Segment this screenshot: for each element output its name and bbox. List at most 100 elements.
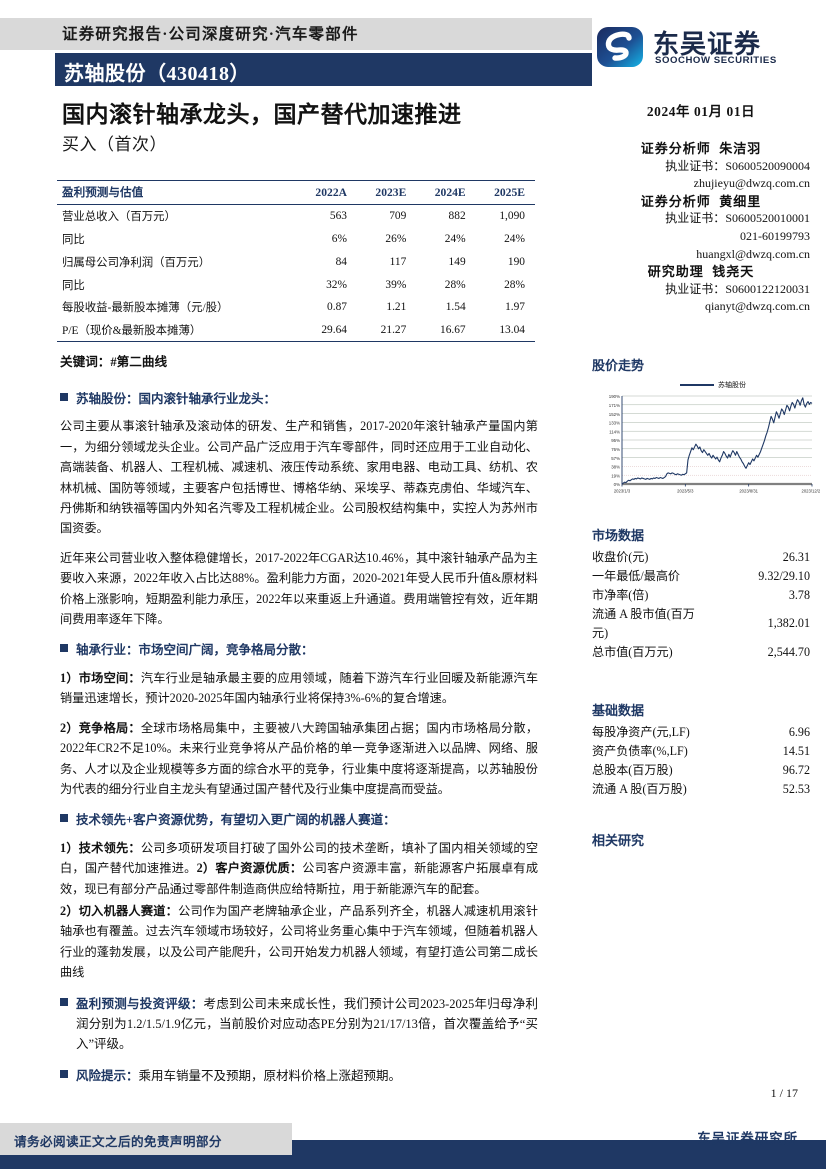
chart-canvas: 0% 19% 38% 57% 76% 95% 114% 133% 152% 171% 190% 202… bbox=[609, 394, 820, 494]
label-competition: 2）竞争格局： bbox=[60, 720, 141, 735]
market-data-row: 流通 A 股市值(百万元) 1,382.01 bbox=[592, 605, 810, 643]
table-row: P/E（现价&最新股本摊薄） 29.64 21.27 16.67 13.04 bbox=[57, 318, 535, 343]
analyst-1-role: 证券分析师 bbox=[640, 141, 711, 156]
cell-value: 24% bbox=[444, 232, 466, 245]
investment-rating: 买入（首次） bbox=[62, 135, 167, 154]
svg-text:2023/8/31: 2023/8/31 bbox=[739, 489, 758, 494]
analyst-1-name: 证券分析师 朱洁羽 bbox=[592, 140, 810, 158]
paragraph-market-space: 1）市场空间：汽车行业是轴承最主要的应用领域，随着下游汽车行业回暖及新能源汽车销… bbox=[60, 668, 538, 709]
paragraph-robotics: 2）切入机器人赛道：公司作为国产老牌轴承企业，产品系列齐全，机器人减速机用滚针轴… bbox=[60, 901, 538, 983]
analyst-3-name: 研究助理 钱尧天 bbox=[592, 263, 810, 281]
cell-value: 24% bbox=[504, 232, 525, 245]
soochow-logo-icon bbox=[597, 27, 643, 67]
table-title-cell: 盈利预测与估值 bbox=[57, 180, 297, 205]
analyst-1-cert-no: S0600520090004 bbox=[725, 158, 810, 173]
analyst-3-role: 研究助理 bbox=[647, 264, 704, 280]
footer-disclaimer: 请务必阅读正文之后的免责声明部分 bbox=[14, 1135, 222, 1149]
label-forecast-head: 盈利预测与投资评级： bbox=[76, 996, 204, 1011]
svg-text:171%: 171% bbox=[609, 403, 620, 408]
basic-data-row: 总股本(百万股) 96.72 bbox=[592, 761, 810, 780]
analyst-3-cert-no: S0600122120031 bbox=[725, 281, 810, 296]
row-label: 同比 bbox=[62, 233, 85, 246]
analyst-2-cert-no: S0600520010001 bbox=[725, 211, 810, 226]
report-body: 苏轴股份：国内滚针轴承行业龙头： 公司主要从事滚针轴承及滚动体的研发、生产和销售… bbox=[60, 378, 538, 1093]
market-key: 收盘价(元) bbox=[592, 550, 649, 564]
table-header-row: 盈利预测与估值 2022A 2023E 2024E 2025E bbox=[57, 180, 535, 205]
svg-text:0%: 0% bbox=[614, 482, 620, 487]
market-data-heading: 市场数据 bbox=[592, 528, 645, 543]
cell-value: 32% bbox=[326, 278, 347, 291]
label-tech-lead: 1）技术领先： bbox=[60, 840, 141, 855]
cell-value: 6% bbox=[331, 232, 347, 245]
price-trend-heading: 股价走势 bbox=[592, 358, 645, 373]
basic-data-row: 流通 A 股(百万股) 52.53 bbox=[592, 780, 810, 799]
analyst-3-cert-label: 执业证书： bbox=[665, 281, 726, 296]
legend-swatch bbox=[680, 383, 714, 387]
text-market-space: 汽车行业是轴承最主要的应用领域，随着下游汽车行业回暖及新能源汽车销量迅速增长，预… bbox=[60, 670, 539, 706]
cell-value: 16.67 bbox=[416, 318, 476, 343]
cell-value: 29.64 bbox=[296, 318, 357, 343]
basic-value: 6.96 bbox=[788, 725, 810, 739]
svg-text:190%: 190% bbox=[609, 394, 620, 399]
basic-value: 96.72 bbox=[782, 763, 810, 777]
label-robotics: 2）切入机器人赛道： bbox=[60, 903, 179, 918]
section-heading-company: 苏轴股份：国内滚针轴承行业龙头： bbox=[60, 389, 538, 409]
logo-english-name: SOOCHOW SECURITIES bbox=[655, 55, 777, 66]
row-label: 营业总收入（百万元） bbox=[62, 211, 176, 224]
market-value: 26.31 bbox=[782, 550, 810, 564]
analyst-2-email[interactable]: huangxl@dwzq.com.cn bbox=[696, 246, 810, 261]
col-2022a: 2022A bbox=[296, 180, 357, 205]
cell-value: 39% bbox=[385, 278, 407, 291]
market-data-list: 收盘价(元) 26.31 一年最低/最高价 9.32/29.10 市净率(倍) … bbox=[592, 548, 810, 662]
basic-key: 总股本(百万股) bbox=[592, 763, 673, 777]
cell-value: 1.97 bbox=[505, 301, 525, 314]
cell-value: 28% bbox=[504, 278, 525, 291]
cell-value: 117 bbox=[389, 255, 407, 268]
section-heading-industry: 轴承行业：市场空间广阔，竞争格局分散： bbox=[60, 640, 538, 660]
cell-value: 0.87 bbox=[327, 301, 347, 314]
analyst-3-email[interactable]: qianyt@dwzq.com.cn bbox=[704, 299, 810, 314]
svg-text:76%: 76% bbox=[611, 447, 620, 452]
page-title: 国内滚针轴承龙头，国产替代加速推进 bbox=[62, 102, 462, 127]
paragraph-competition: 2）竞争格局：全球市场格局集中，主要被八大跨国轴承集团占据；国内市场格局分散，2… bbox=[60, 718, 538, 800]
section-heading-forecast: 盈利预测与投资评级：考虑到公司未来成长性，我们预计公司2023-2025年归母净… bbox=[60, 994, 538, 1055]
basic-value: 14.51 bbox=[782, 744, 810, 758]
market-key: 一年最低/最高价 bbox=[592, 569, 681, 583]
market-data-row: 收盘价(元) 26.31 bbox=[592, 548, 810, 567]
basic-key: 资产负债率(%,LF) bbox=[592, 744, 688, 758]
cell-value: 1.21 bbox=[386, 301, 407, 314]
cell-value: 190 bbox=[507, 255, 525, 268]
svg-text:133%: 133% bbox=[609, 421, 620, 426]
svg-text:57%: 57% bbox=[611, 456, 620, 461]
legend-label: 苏轴股份 bbox=[718, 381, 746, 389]
analyst-1-label: 朱洁羽 bbox=[719, 141, 762, 156]
chart-legend: 苏轴股份 bbox=[628, 380, 798, 390]
analyst-1-email[interactable]: zhujieyu@dwzq.com.cn bbox=[693, 176, 810, 191]
report-date: 2024年 01月 01日 bbox=[646, 104, 756, 119]
row-label: 每股收益-最新股本摊薄（元/股） bbox=[62, 302, 229, 315]
analyst-block: 证券分析师 朱洁羽 执业证书：S0600520090004 zhujieyu@d… bbox=[592, 140, 810, 316]
section-heading-risk: 风险提示：乘用车销量不及预期，原材料价格上涨超预期。 bbox=[60, 1066, 538, 1086]
label-market-space: 1）市场空间： bbox=[60, 670, 141, 685]
related-research-heading: 相关研究 bbox=[592, 833, 645, 848]
cell-value: 1,090 bbox=[499, 210, 525, 223]
report-kicker: 证券研究报告·公司深度研究·汽车零部件 bbox=[62, 26, 359, 43]
svg-text:2023/12/29: 2023/12/29 bbox=[802, 489, 820, 494]
analyst-1-cert-label: 执业证书： bbox=[665, 158, 726, 173]
label-customer-quality: 2）客户资源优质： bbox=[196, 861, 303, 876]
cell-value: 1.54 bbox=[445, 301, 466, 314]
cell-value: 709 bbox=[389, 210, 407, 223]
label-risk-head: 风险提示： bbox=[76, 1068, 139, 1083]
basic-data-heading: 基础数据 bbox=[592, 703, 645, 718]
table-row: 每股收益-最新股本摊薄（元/股） 0.87 1.21 1.54 1.97 bbox=[57, 296, 535, 319]
row-label: P/E（现价&最新股本摊薄） bbox=[57, 318, 297, 343]
sidebar: 东吴证券 SOOCHOW SECURITIES 2024年 01月 01日 证券… bbox=[592, 0, 826, 1169]
analyst-2-cert-label: 执业证书： bbox=[665, 211, 726, 226]
cell-value: 563 bbox=[329, 210, 347, 223]
analyst-2-cert: 执业证书：S0600520010001 bbox=[592, 210, 810, 228]
svg-text:114%: 114% bbox=[609, 429, 620, 434]
basic-data-row: 资产负债率(%,LF) 14.51 bbox=[592, 742, 810, 761]
header-grey-band bbox=[0, 18, 592, 50]
row-label: 同比 bbox=[62, 279, 85, 292]
analyst-2-phone: 021-60199793 bbox=[740, 228, 810, 243]
